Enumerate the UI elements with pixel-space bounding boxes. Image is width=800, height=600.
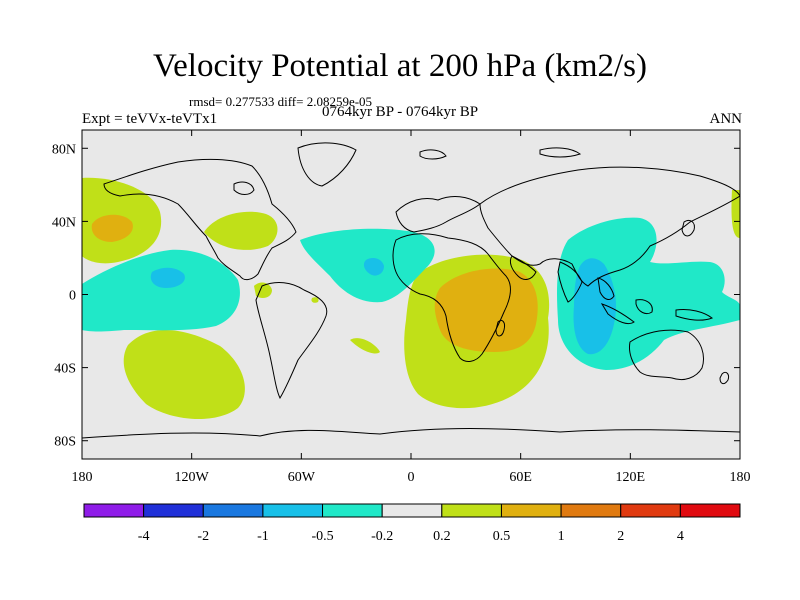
lon-tick-label: 0 xyxy=(408,470,415,485)
contour-fill-atlantic-spot xyxy=(311,297,319,303)
lon-tick-label: 180 xyxy=(72,470,93,485)
colorbar: -4 -2 -1 -0.5 -0.2 0.2 0.5 1 2 4 xyxy=(83,503,741,544)
coastline-new-zealand xyxy=(719,371,729,385)
stats-line: rmsd= 0.277533 diff= 2.08259e-05 xyxy=(189,94,373,109)
colorbar-level-label: -0.2 xyxy=(371,529,393,544)
colorbar-level-label: 2 xyxy=(617,529,624,544)
contour-fill-atlantic-north-core xyxy=(363,258,384,276)
colorbar-level-label: -4 xyxy=(138,529,150,544)
colorbar-level-label: 4 xyxy=(677,529,684,544)
coastline-australia xyxy=(629,329,704,381)
coastline-africa xyxy=(392,233,511,362)
coastline-southeast-asia xyxy=(597,277,615,300)
colorbar-level-label: -1 xyxy=(257,529,269,544)
contour-fill-pacific-tropics xyxy=(82,249,240,332)
colorbar-swatch xyxy=(620,503,681,518)
contour-fill-dateline-north xyxy=(731,190,740,238)
colorbar-level-label: -0.5 xyxy=(311,529,333,544)
lon-tick-label: 60W xyxy=(288,470,316,485)
coastline-madagascar xyxy=(495,319,505,337)
season-label: ANN xyxy=(709,111,743,127)
contour-fill-pacific-north-core xyxy=(91,214,133,242)
coastline-europe xyxy=(395,196,481,233)
lat-tick-label: 0 xyxy=(69,289,76,304)
contour-fills xyxy=(82,177,740,420)
coastlines xyxy=(82,142,740,439)
lat-tick-label: 80N xyxy=(52,142,76,157)
lat-tick-label: 40S xyxy=(54,362,76,377)
coastline-north-america xyxy=(103,158,297,281)
coastline-india xyxy=(557,261,583,303)
coastline-arctic-islands xyxy=(419,147,582,160)
coastline-new-guinea xyxy=(675,309,714,321)
coastline-borneo xyxy=(635,299,653,315)
colorbar-swatch xyxy=(441,503,502,518)
lon-tick-label: 120E xyxy=(616,470,646,485)
coastline-south-america xyxy=(255,282,328,400)
colorbar-swatch xyxy=(262,503,324,518)
colorbar-level-label: 0.2 xyxy=(433,529,451,544)
colorbar-swatch xyxy=(560,503,622,518)
colorbar-swatch xyxy=(83,503,145,518)
coastline-antarctica xyxy=(82,428,740,439)
lat-tick-label: 40N xyxy=(52,215,76,230)
coastline-sumatra xyxy=(600,303,635,325)
coastline-greenland xyxy=(297,142,357,187)
lon-tick-label: 120W xyxy=(175,470,210,485)
lon-tick-label: 180 xyxy=(730,470,751,485)
colorbar-swatch xyxy=(500,503,562,518)
coastline-hudson-bay xyxy=(233,181,255,195)
coastline-arabia xyxy=(509,255,537,280)
colorbar-level-label: 1 xyxy=(558,529,565,544)
contour-fill-africa-core xyxy=(434,268,538,352)
axis-ticks: 180 120W 60W 0 60E 120E 180 80N 40N 0 40S 80S xyxy=(52,130,751,485)
colorbar-level-label: -2 xyxy=(197,529,209,544)
colorbar-swatch xyxy=(679,503,741,518)
colorbar-swatch xyxy=(202,503,264,518)
period-label: 0764kyr BP - 0764kyr BP xyxy=(321,104,479,120)
map-title: Velocity Potential at 200 hPa (km2/s) xyxy=(152,48,648,84)
colorbar-swatch xyxy=(143,503,204,518)
contour-fill-pacific-tropics-core xyxy=(150,267,185,288)
colorbar-swatch xyxy=(322,503,383,518)
coastline-japan xyxy=(681,219,695,237)
experiment-label: Expt = teVVx-teVTx1 xyxy=(82,111,218,127)
lat-tick-label: 80S xyxy=(54,435,76,450)
lon-tick-label: 60E xyxy=(509,470,532,485)
contour-fill-south-atlantic xyxy=(350,338,380,354)
contour-fill-pacific-south xyxy=(123,330,245,420)
contour-fill-north-america xyxy=(204,211,278,250)
colorbar-level-label: 0.5 xyxy=(493,529,511,544)
colorbar-swatch xyxy=(381,503,443,518)
